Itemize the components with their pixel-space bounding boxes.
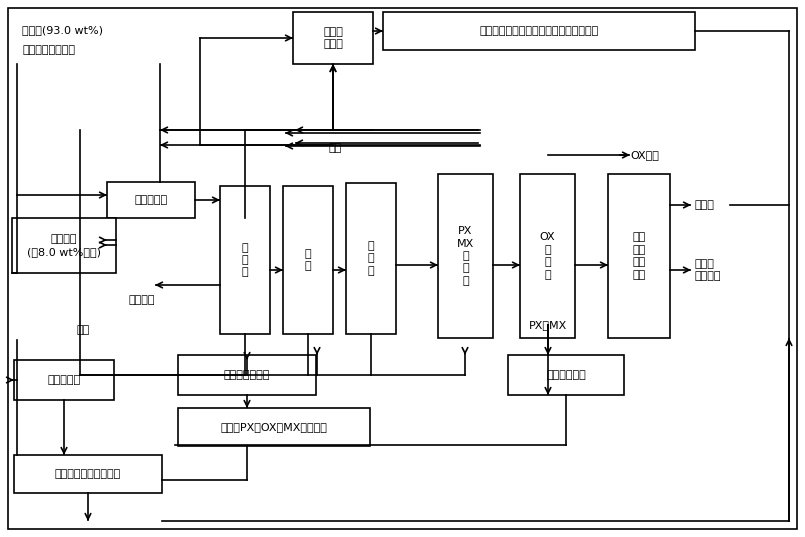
Text: 甲苯＋PX＋OX＋MX＋三甲苯: 甲苯＋PX＋OX＋MX＋三甲苯 bbox=[221, 422, 328, 432]
Text: OX产品: OX产品 bbox=[630, 150, 658, 160]
Bar bbox=[520, 174, 575, 338]
Text: PX＋MX: PX＋MX bbox=[529, 320, 568, 330]
Text: 烷基转移反应器: 烷基转移反应器 bbox=[224, 370, 270, 380]
Text: 苯＋甲苯＋混合二甲苯: 苯＋甲苯＋混合二甲苯 bbox=[55, 469, 121, 479]
Bar bbox=[12, 218, 116, 273]
Bar bbox=[293, 12, 373, 64]
Bar bbox=[438, 174, 493, 338]
Text: 重组份
液体燃料: 重组份 液体燃料 bbox=[694, 259, 720, 281]
Bar bbox=[178, 355, 316, 395]
Bar bbox=[178, 408, 370, 446]
Text: 轻烃燃料: 轻烃燃料 bbox=[129, 295, 155, 305]
Bar bbox=[383, 12, 695, 50]
Bar bbox=[14, 455, 162, 493]
Text: 气
提
塔: 气 提 塔 bbox=[242, 243, 248, 278]
Text: 循环: 循环 bbox=[76, 325, 89, 335]
Text: 三甲苯: 三甲苯 bbox=[694, 200, 714, 210]
Text: 异构化反应器: 异构化反应器 bbox=[546, 370, 586, 380]
Text: 精馏: 精馏 bbox=[328, 143, 341, 153]
Text: 苯＋甲苯＋混合二甲苯＋三甲苯＋重组份: 苯＋甲苯＋混合二甲苯＋三甲苯＋重组份 bbox=[479, 26, 599, 36]
Text: OX
精
馏
塔: OX 精 馏 塔 bbox=[539, 233, 555, 280]
Bar bbox=[608, 174, 670, 338]
Bar bbox=[107, 182, 195, 218]
Bar bbox=[346, 183, 396, 334]
Text: 酸洗、加氢: 酸洗、加氢 bbox=[134, 195, 167, 205]
Bar bbox=[283, 186, 333, 334]
Text: （煤焦炉气制得）: （煤焦炉气制得） bbox=[22, 45, 75, 55]
Text: 歧化反应器: 歧化反应器 bbox=[47, 375, 80, 385]
Bar bbox=[508, 355, 624, 395]
Text: 焦化粗苯
(含8.0 wt%甲苯): 焦化粗苯 (含8.0 wt%甲苯) bbox=[27, 234, 101, 257]
Text: 三甲
苯和
重组
分塔: 三甲 苯和 重组 分塔 bbox=[633, 233, 646, 280]
Text: 烷基化
反应器: 烷基化 反应器 bbox=[323, 27, 343, 49]
Text: 粗甲醇(93.0 wt%): 粗甲醇(93.0 wt%) bbox=[22, 25, 103, 35]
Bar bbox=[220, 186, 270, 334]
Text: 苯
塔: 苯 塔 bbox=[304, 249, 312, 271]
Bar bbox=[14, 360, 114, 400]
Text: PX
MX
精
馏
塔: PX MX 精 馏 塔 bbox=[457, 226, 474, 286]
Text: 甲
苯
塔: 甲 苯 塔 bbox=[368, 241, 374, 276]
